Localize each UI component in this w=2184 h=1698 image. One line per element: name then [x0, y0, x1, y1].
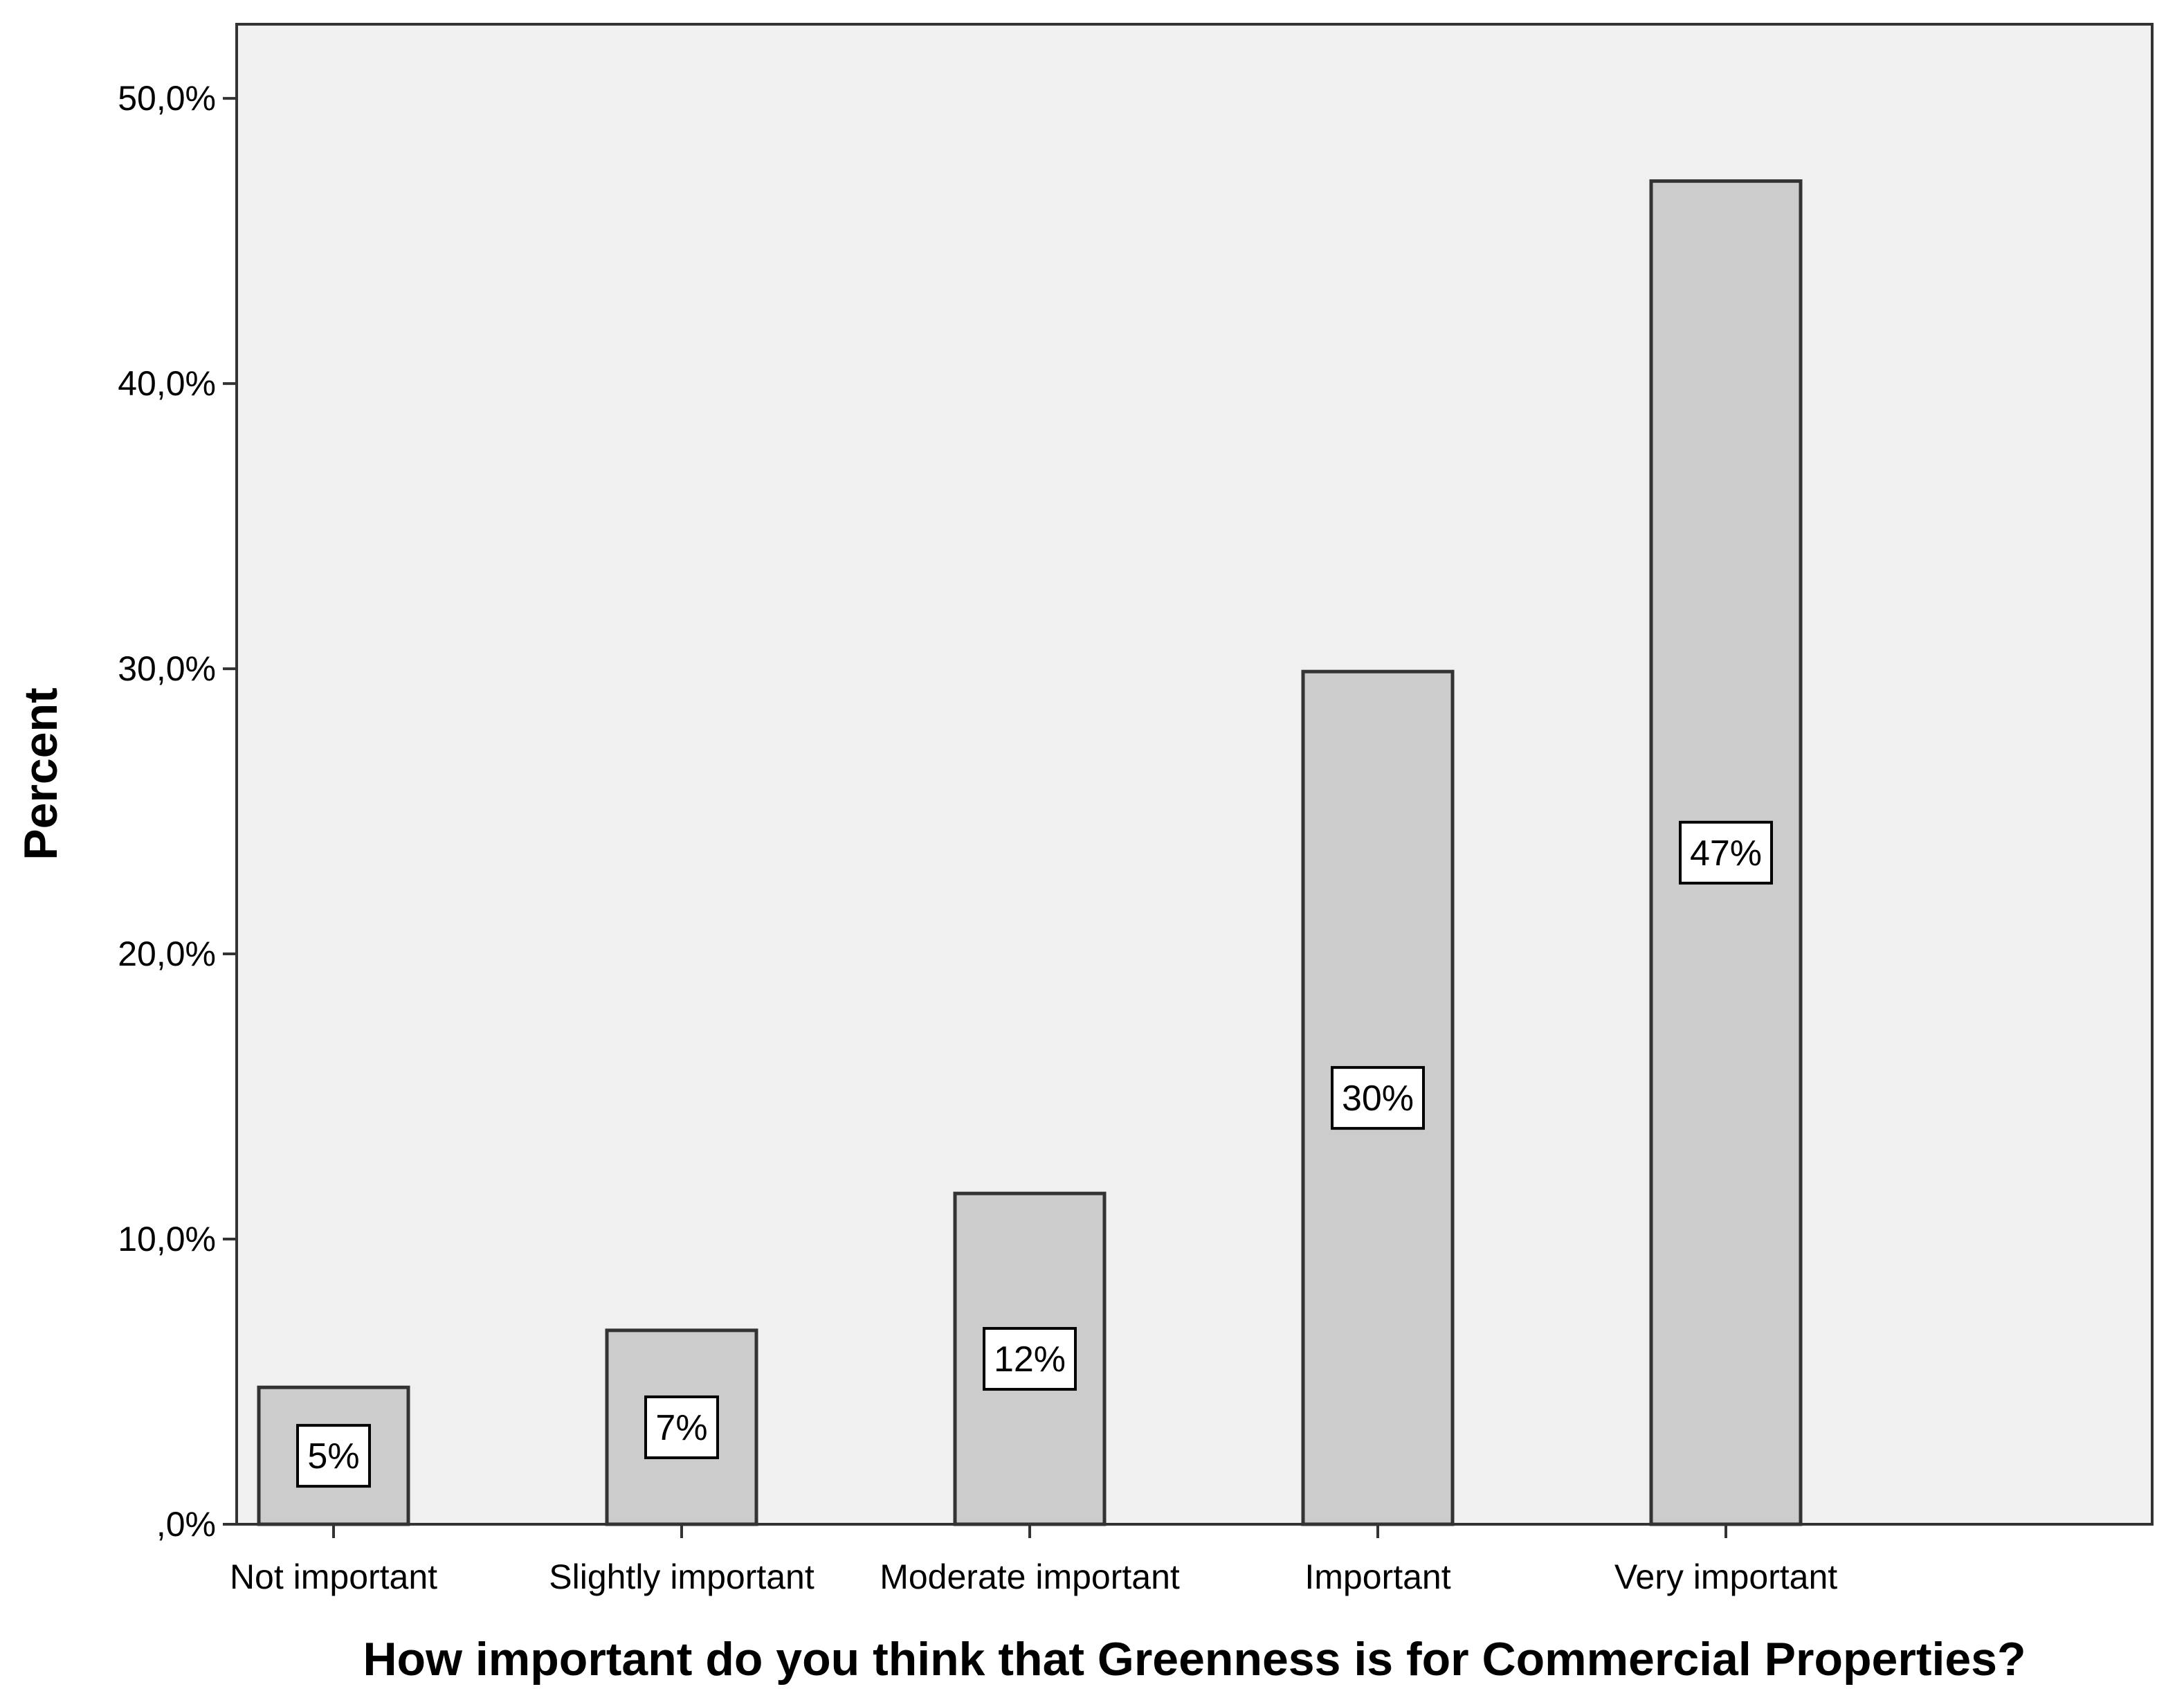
plot-frame [235, 23, 2154, 1526]
data-label: 7% [655, 1408, 707, 1448]
data-label: 47% [1690, 833, 1762, 874]
data-label-box [644, 1395, 719, 1459]
y-axis: ,0% 10,0% 20,0% 30,0% 40,0% 50,0% [118, 79, 237, 1544]
y-tick-label: 50,0% [118, 79, 216, 118]
plot-area [237, 24, 2152, 1524]
data-label-box [983, 1327, 1077, 1391]
y-tick-label: ,0% [156, 1505, 216, 1544]
data-label-box [1331, 1066, 1425, 1130]
x-tick-label: Slightly important [549, 1557, 815, 1596]
y-tick-label: 10,0% [118, 1220, 216, 1258]
x-axis: Not important Slightly important Moderate … [230, 1524, 1837, 1596]
y-tick-label: 40,0% [118, 364, 216, 403]
x-tick-label: Very important [1614, 1557, 1837, 1596]
y-tick-label: 20,0% [118, 934, 216, 973]
data-label: 5% [307, 1436, 359, 1476]
x-tick-label: Not important [230, 1557, 437, 1596]
data-label: 12% [994, 1339, 1066, 1380]
y-tick-label: 30,0% [118, 649, 216, 688]
data-label-box [1679, 820, 1773, 885]
y-axis-title: Percent [15, 687, 67, 860]
x-tick-label: Moderate important [880, 1557, 1180, 1596]
data-labels-group: 5% 7% 12% 30% 47% [296, 820, 1773, 1488]
data-label: 30% [1342, 1078, 1414, 1119]
x-axis-title: How important do you think that Greennes… [363, 1633, 2026, 1686]
x-tick-label: Important [1304, 1557, 1450, 1596]
data-label-box [296, 1424, 371, 1488]
